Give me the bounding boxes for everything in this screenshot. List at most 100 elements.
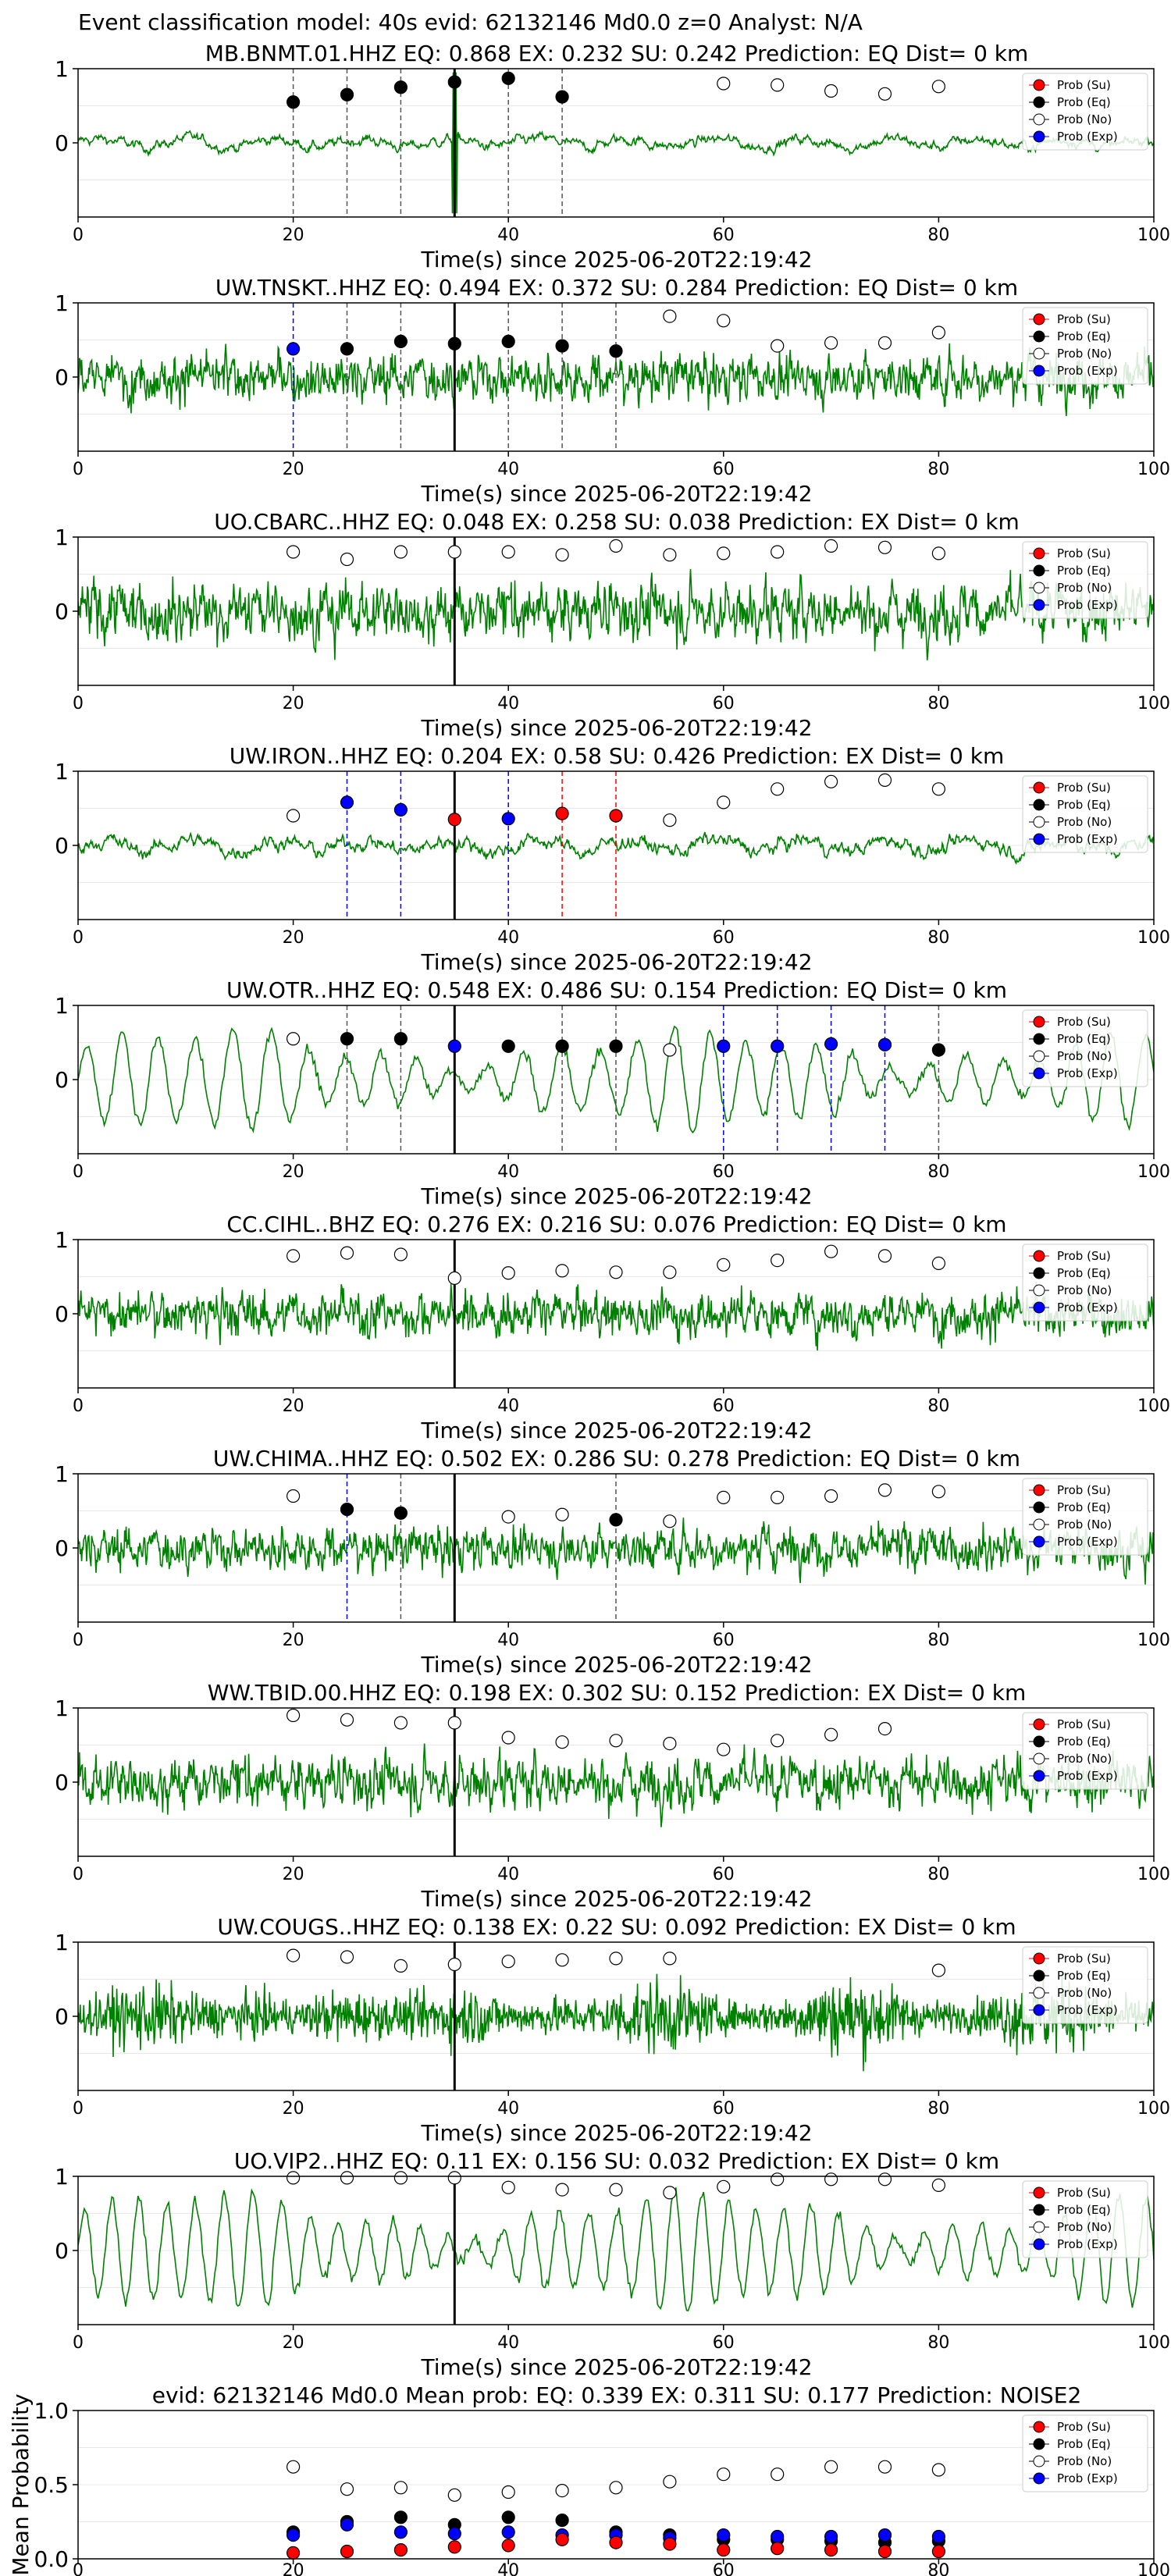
prob-point-no: [771, 2172, 785, 2186]
x-tick-label: 100: [1137, 1631, 1170, 1650]
legend-marker-su: [1033, 2421, 1045, 2433]
x-tick-label: 40: [497, 460, 519, 479]
prob-point-eq: [393, 1032, 408, 1046]
x-tick-label: 40: [497, 226, 519, 245]
x-tick-label: 0: [73, 694, 84, 713]
x-tick-label: 60: [713, 1865, 735, 1884]
prob-point-no: [287, 545, 301, 559]
x-tick-label: 100: [1137, 694, 1170, 713]
x-tick-label: 40: [497, 694, 519, 713]
legend-box: [1022, 1712, 1148, 1790]
legend-box: [1022, 307, 1148, 385]
mean-point-su: [931, 2544, 946, 2559]
panel-title: UO.CBARC..HHZ EQ: 0.048 EX: 0.258 SU: 0.…: [214, 509, 1020, 535]
y-tick-label: 0: [55, 2004, 69, 2030]
x-axis-label: Time(s) since 2025-06-20T22:19:42: [420, 247, 812, 272]
x-tick-label: 100: [1137, 1162, 1170, 1182]
prob-point-no: [663, 548, 677, 562]
y-tick-label: 1: [55, 525, 69, 550]
legend-label-su: Prob (Su): [1057, 1952, 1111, 1966]
legend-marker-no: [1033, 347, 1045, 360]
mean-point-exp: [287, 2528, 301, 2542]
mean-point-exp: [340, 2517, 354, 2532]
prob-point-no: [393, 1247, 408, 1261]
legend-marker-su: [1033, 1016, 1045, 1028]
prob-point-no: [609, 1952, 623, 1966]
panel-p8: WW.TBID.00.HHZ EQ: 0.198 EX: 0.302 SU: 0…: [55, 1680, 1170, 1912]
x-tick-label: 80: [927, 2333, 949, 2353]
prob-point-no: [824, 539, 838, 553]
prob-point-no: [340, 1246, 354, 1260]
legend-box: [1022, 2180, 1148, 2258]
mean-point-no: [663, 2475, 677, 2489]
x-tick-label: 80: [927, 460, 949, 479]
legend-marker-eq: [1033, 1033, 1045, 1045]
legend-label-no: Prob (No): [1057, 1752, 1112, 1766]
legend-label-exp: Prob (Exp): [1057, 1066, 1118, 1080]
legend-label-su: Prob (Su): [1057, 781, 1111, 795]
panel-p5: UW.OTR..HHZ EQ: 0.548 EX: 0.486 SU: 0.15…: [55, 977, 1170, 1209]
prob-point-no: [555, 2183, 569, 2197]
prob-point-eq: [555, 1039, 569, 1053]
prob-point-su: [609, 809, 623, 823]
prob-point-no: [287, 2171, 301, 2185]
mean-point-su: [771, 2542, 785, 2556]
waveform-trace: [78, 1025, 1154, 1134]
prob-point-no: [771, 782, 785, 796]
prob-point-no: [824, 84, 838, 98]
x-tick-label: 100: [1137, 1865, 1170, 1884]
prob-point-no: [931, 80, 946, 94]
legend-label-no: Prob (No): [1057, 1517, 1112, 1532]
prob-point-no: [501, 1955, 515, 1969]
legend-label-exp: Prob (Exp): [1057, 1300, 1118, 1315]
prob-point-no: [717, 2179, 731, 2194]
waveform-trace: [78, 568, 1154, 660]
x-tick-label: 40: [497, 2099, 519, 2119]
prob-point-no: [824, 1727, 838, 1742]
legend-marker-eq: [1033, 1735, 1045, 1748]
prob-point-no: [287, 1489, 301, 1503]
legend-label-su: Prob (Su): [1057, 2186, 1111, 2200]
prob-point-no: [931, 546, 946, 560]
prob-point-exp: [717, 1039, 731, 1053]
y-tick-label: 0: [55, 365, 69, 390]
x-axis-label: Time(s) since 2025-06-20T22:19:42: [420, 2354, 812, 2380]
x-tick-label: 60: [713, 694, 735, 713]
legend-label-eq: Prob (Eq): [1057, 2203, 1111, 2217]
legend-marker-exp: [1033, 1067, 1045, 1080]
legend-label-eq: Prob (Eq): [1057, 798, 1111, 812]
x-tick-label: 40: [497, 1162, 519, 1182]
prob-point-exp: [771, 1039, 785, 1053]
prob-point-no: [609, 1265, 623, 1279]
legend-label-no: Prob (No): [1057, 1986, 1112, 2000]
prob-point-exp: [501, 812, 515, 826]
mean-point-no: [717, 2467, 731, 2482]
mean-point-exp: [501, 2525, 515, 2539]
legend-box: [1022, 1244, 1148, 1322]
prob-point-no: [717, 1490, 731, 1505]
mean-point-su: [287, 2546, 301, 2560]
y-tick-label: 0: [55, 1301, 69, 1327]
prob-point-eq: [609, 1039, 623, 1053]
legend-label-no: Prob (No): [1057, 2454, 1112, 2468]
x-tick-label: 40: [497, 928, 519, 948]
prob-point-no: [663, 309, 677, 323]
mean-point-no: [931, 2463, 946, 2477]
prob-point-eq: [340, 342, 354, 356]
legend-label-eq: Prob (Eq): [1057, 329, 1111, 343]
prob-point-no: [771, 1490, 785, 1505]
mean-point-su: [824, 2543, 838, 2557]
x-tick-label: 80: [927, 928, 949, 948]
panel-title: MB.BNMT.01.HHZ EQ: 0.868 EX: 0.232 SU: 0…: [205, 41, 1029, 66]
x-tick-label: 100: [1137, 928, 1170, 948]
y-tick-label: 1.0: [34, 2398, 69, 2424]
legend-marker-eq: [1033, 330, 1045, 343]
legend-marker-exp: [1033, 2238, 1045, 2250]
prob-point-no: [447, 1271, 461, 1286]
waveform-trace: [78, 831, 1154, 865]
prob-point-no: [287, 1032, 301, 1046]
prob-point-no: [717, 314, 731, 328]
prob-point-no: [877, 87, 892, 101]
prob-point-no: [931, 782, 946, 796]
mean-point-no: [609, 2481, 623, 2495]
